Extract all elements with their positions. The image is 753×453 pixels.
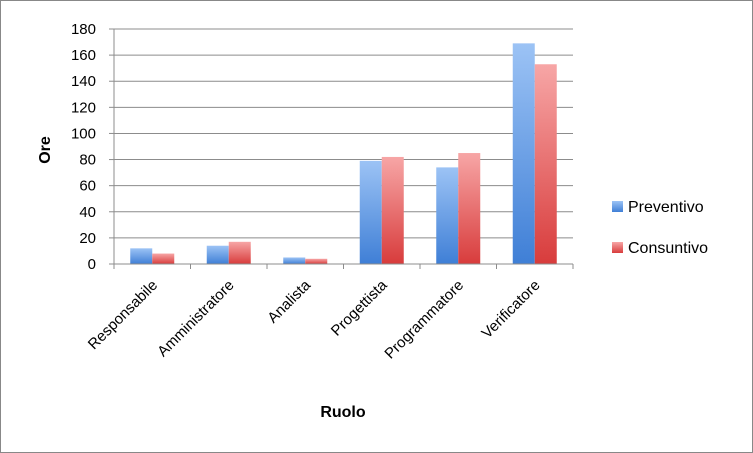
x-tick-label-analista: Analista <box>264 276 314 326</box>
y-tick-label-40: 40 <box>79 204 96 221</box>
legend-label-preventivo: Preventivo <box>628 199 704 216</box>
bars <box>130 43 557 264</box>
legend-swatch-preventivo <box>612 201 623 212</box>
bar-analista-preventivo <box>283 257 306 264</box>
bar-programmatore-consuntivo <box>458 153 481 264</box>
bar-analista-consuntivo <box>305 258 328 264</box>
bar-amministratore-consuntivo <box>228 241 251 264</box>
y-tick-label-160: 160 <box>71 47 96 64</box>
bar-programmatore-preventivo <box>436 167 459 264</box>
x-tick-label-responsabile: Responsabile <box>85 277 161 353</box>
y-tick-label-140: 140 <box>71 73 96 90</box>
bar-responsabile-preventivo <box>130 248 153 264</box>
legend-item-consuntivo: Consuntivo <box>612 240 708 257</box>
y-tick-label-100: 100 <box>71 125 96 142</box>
gridlines <box>114 28 573 239</box>
axes <box>109 28 574 269</box>
bar-progettista-consuntivo <box>381 156 404 264</box>
x-tick-label-verificatore: Verificatore <box>478 277 543 342</box>
y-axis-title: Ore <box>37 136 54 164</box>
y-tick-label-20: 20 <box>79 230 96 247</box>
legend: Preventivo Consuntivo <box>612 199 708 257</box>
y-tick-label-120: 120 <box>71 99 96 116</box>
y-tick-label-0: 0 <box>88 256 96 273</box>
x-tick-label-progettista: Progettista <box>328 276 391 339</box>
bar-amministratore-preventivo <box>206 245 229 264</box>
bar-verificatore-preventivo <box>512 43 535 264</box>
y-tick-label-80: 80 <box>79 152 96 169</box>
x-axis-title: Ruolo <box>320 404 366 421</box>
x-tick-label-amministratore: Amministratore <box>154 277 237 360</box>
legend-label-consuntivo: Consuntivo <box>628 240 708 257</box>
x-tick-label-programmatore: Programmatore <box>381 277 467 363</box>
bar-verificatore-consuntivo <box>534 64 557 264</box>
y-tick-labels: 0 20 40 60 80 100 120 140 160 180 <box>71 21 96 273</box>
y-tick-label-60: 60 <box>79 178 96 195</box>
bar-responsabile-consuntivo <box>152 253 175 264</box>
legend-item-preventivo: Preventivo <box>612 199 704 216</box>
y-tick-label-180: 180 <box>71 21 96 38</box>
legend-swatch-consuntivo <box>612 242 623 253</box>
bar-progettista-preventivo <box>359 160 382 264</box>
